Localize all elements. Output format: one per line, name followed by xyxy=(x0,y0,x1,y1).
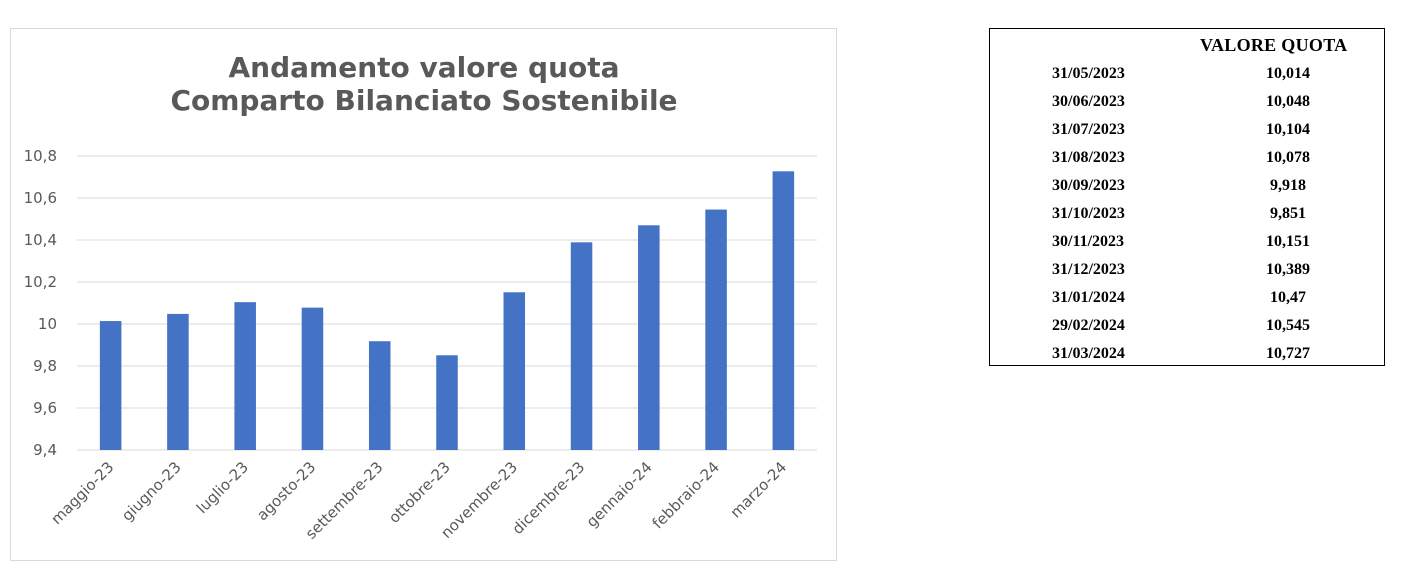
bar xyxy=(772,171,795,450)
y-tick-label: 10,6 xyxy=(24,189,57,207)
chart-title-line: Comparto Bilanciato Sostenibile xyxy=(170,84,677,117)
x-tick-label: marzo-24 xyxy=(727,458,791,522)
y-tick-label: 10,2 xyxy=(24,273,57,291)
row-value: 10,151 xyxy=(1266,233,1310,250)
x-tick-label: gennaio-24 xyxy=(583,458,656,531)
table-row: 30/06/2023 10,048 xyxy=(990,93,1384,121)
bar xyxy=(368,341,391,450)
table-row: 29/02/2024 10,545 xyxy=(990,317,1384,345)
row-date: 31/08/2023 xyxy=(1052,149,1125,166)
bar xyxy=(167,313,189,450)
x-tick-label: ottobre-23 xyxy=(385,458,454,527)
row-date: 31/03/2024 xyxy=(1052,345,1125,362)
x-tick-label: luglio-23 xyxy=(193,458,252,517)
x-tick-label: dicembre-23 xyxy=(509,458,589,538)
valore-quota-table: VALORE QUOTA 31/05/2023 10,014 30/06/2023 1… xyxy=(989,28,1385,366)
table-row: 31/01/2024 10,47 xyxy=(990,289,1384,317)
y-tick-label: 10,4 xyxy=(24,231,57,249)
table-row: 31/12/2023 10,389 xyxy=(990,261,1384,289)
bar xyxy=(301,307,324,450)
row-date: 29/02/2024 xyxy=(1052,317,1125,334)
row-date: 30/11/2023 xyxy=(1052,233,1125,250)
table-row: 31/10/2023 9,851 xyxy=(990,205,1384,233)
bar xyxy=(638,225,660,450)
row-value: 10,014 xyxy=(1266,65,1310,82)
y-tick-label: 9,6 xyxy=(33,399,57,417)
y-tick-label: 9,8 xyxy=(33,357,57,375)
row-date: 31/07/2023 xyxy=(1052,121,1125,138)
bar xyxy=(436,355,458,450)
row-value: 10,545 xyxy=(1266,317,1310,334)
row-value: 10,389 xyxy=(1266,261,1310,278)
row-date: 31/01/2024 xyxy=(1052,289,1125,306)
chart-title-line: Andamento valore quota xyxy=(228,51,619,84)
table-row: 31/08/2023 10,078 xyxy=(990,149,1384,177)
row-date: 31/10/2023 xyxy=(1052,205,1125,222)
table-header: VALORE QUOTA xyxy=(990,35,1384,59)
row-date: 30/09/2023 xyxy=(1052,177,1125,194)
bar xyxy=(570,242,593,450)
row-value: 10,078 xyxy=(1266,149,1310,166)
row-value: 10,47 xyxy=(1270,289,1306,306)
chart-container: Andamento valore quota Comparto Bilanciat… xyxy=(10,28,837,561)
y-tick-label: 9,4 xyxy=(33,441,57,459)
x-tick-label: febbraio-24 xyxy=(649,458,723,532)
row-date: 31/12/2023 xyxy=(1052,261,1125,278)
table-row: 31/07/2023 10,104 xyxy=(990,121,1384,149)
bar xyxy=(99,321,122,450)
table-header-label: VALORE QUOTA xyxy=(1200,35,1348,55)
bar xyxy=(705,209,727,450)
table-row: 31/03/2024 10,727 xyxy=(990,345,1384,373)
table-row: 31/05/2023 10,014 xyxy=(990,65,1384,93)
row-value: 10,048 xyxy=(1266,93,1310,110)
x-tick-label: maggio-23 xyxy=(47,458,117,528)
x-tick-label: giugno-23 xyxy=(118,458,185,525)
table-row: 30/09/2023 9,918 xyxy=(990,177,1384,205)
bar xyxy=(503,292,526,450)
row-value: 10,104 xyxy=(1266,121,1310,138)
y-tick-label: 10 xyxy=(38,315,57,333)
bar xyxy=(234,302,256,450)
row-value: 10,727 xyxy=(1266,345,1310,362)
row-date: 30/06/2023 xyxy=(1052,93,1125,110)
row-date: 31/05/2023 xyxy=(1052,65,1125,82)
row-value: 9,918 xyxy=(1270,177,1306,194)
row-value: 9,851 xyxy=(1270,205,1306,222)
table-row: 30/11/2023 10,151 xyxy=(990,233,1384,261)
x-tick-label: agosto-23 xyxy=(253,458,319,524)
y-tick-label: 10,8 xyxy=(24,147,57,165)
